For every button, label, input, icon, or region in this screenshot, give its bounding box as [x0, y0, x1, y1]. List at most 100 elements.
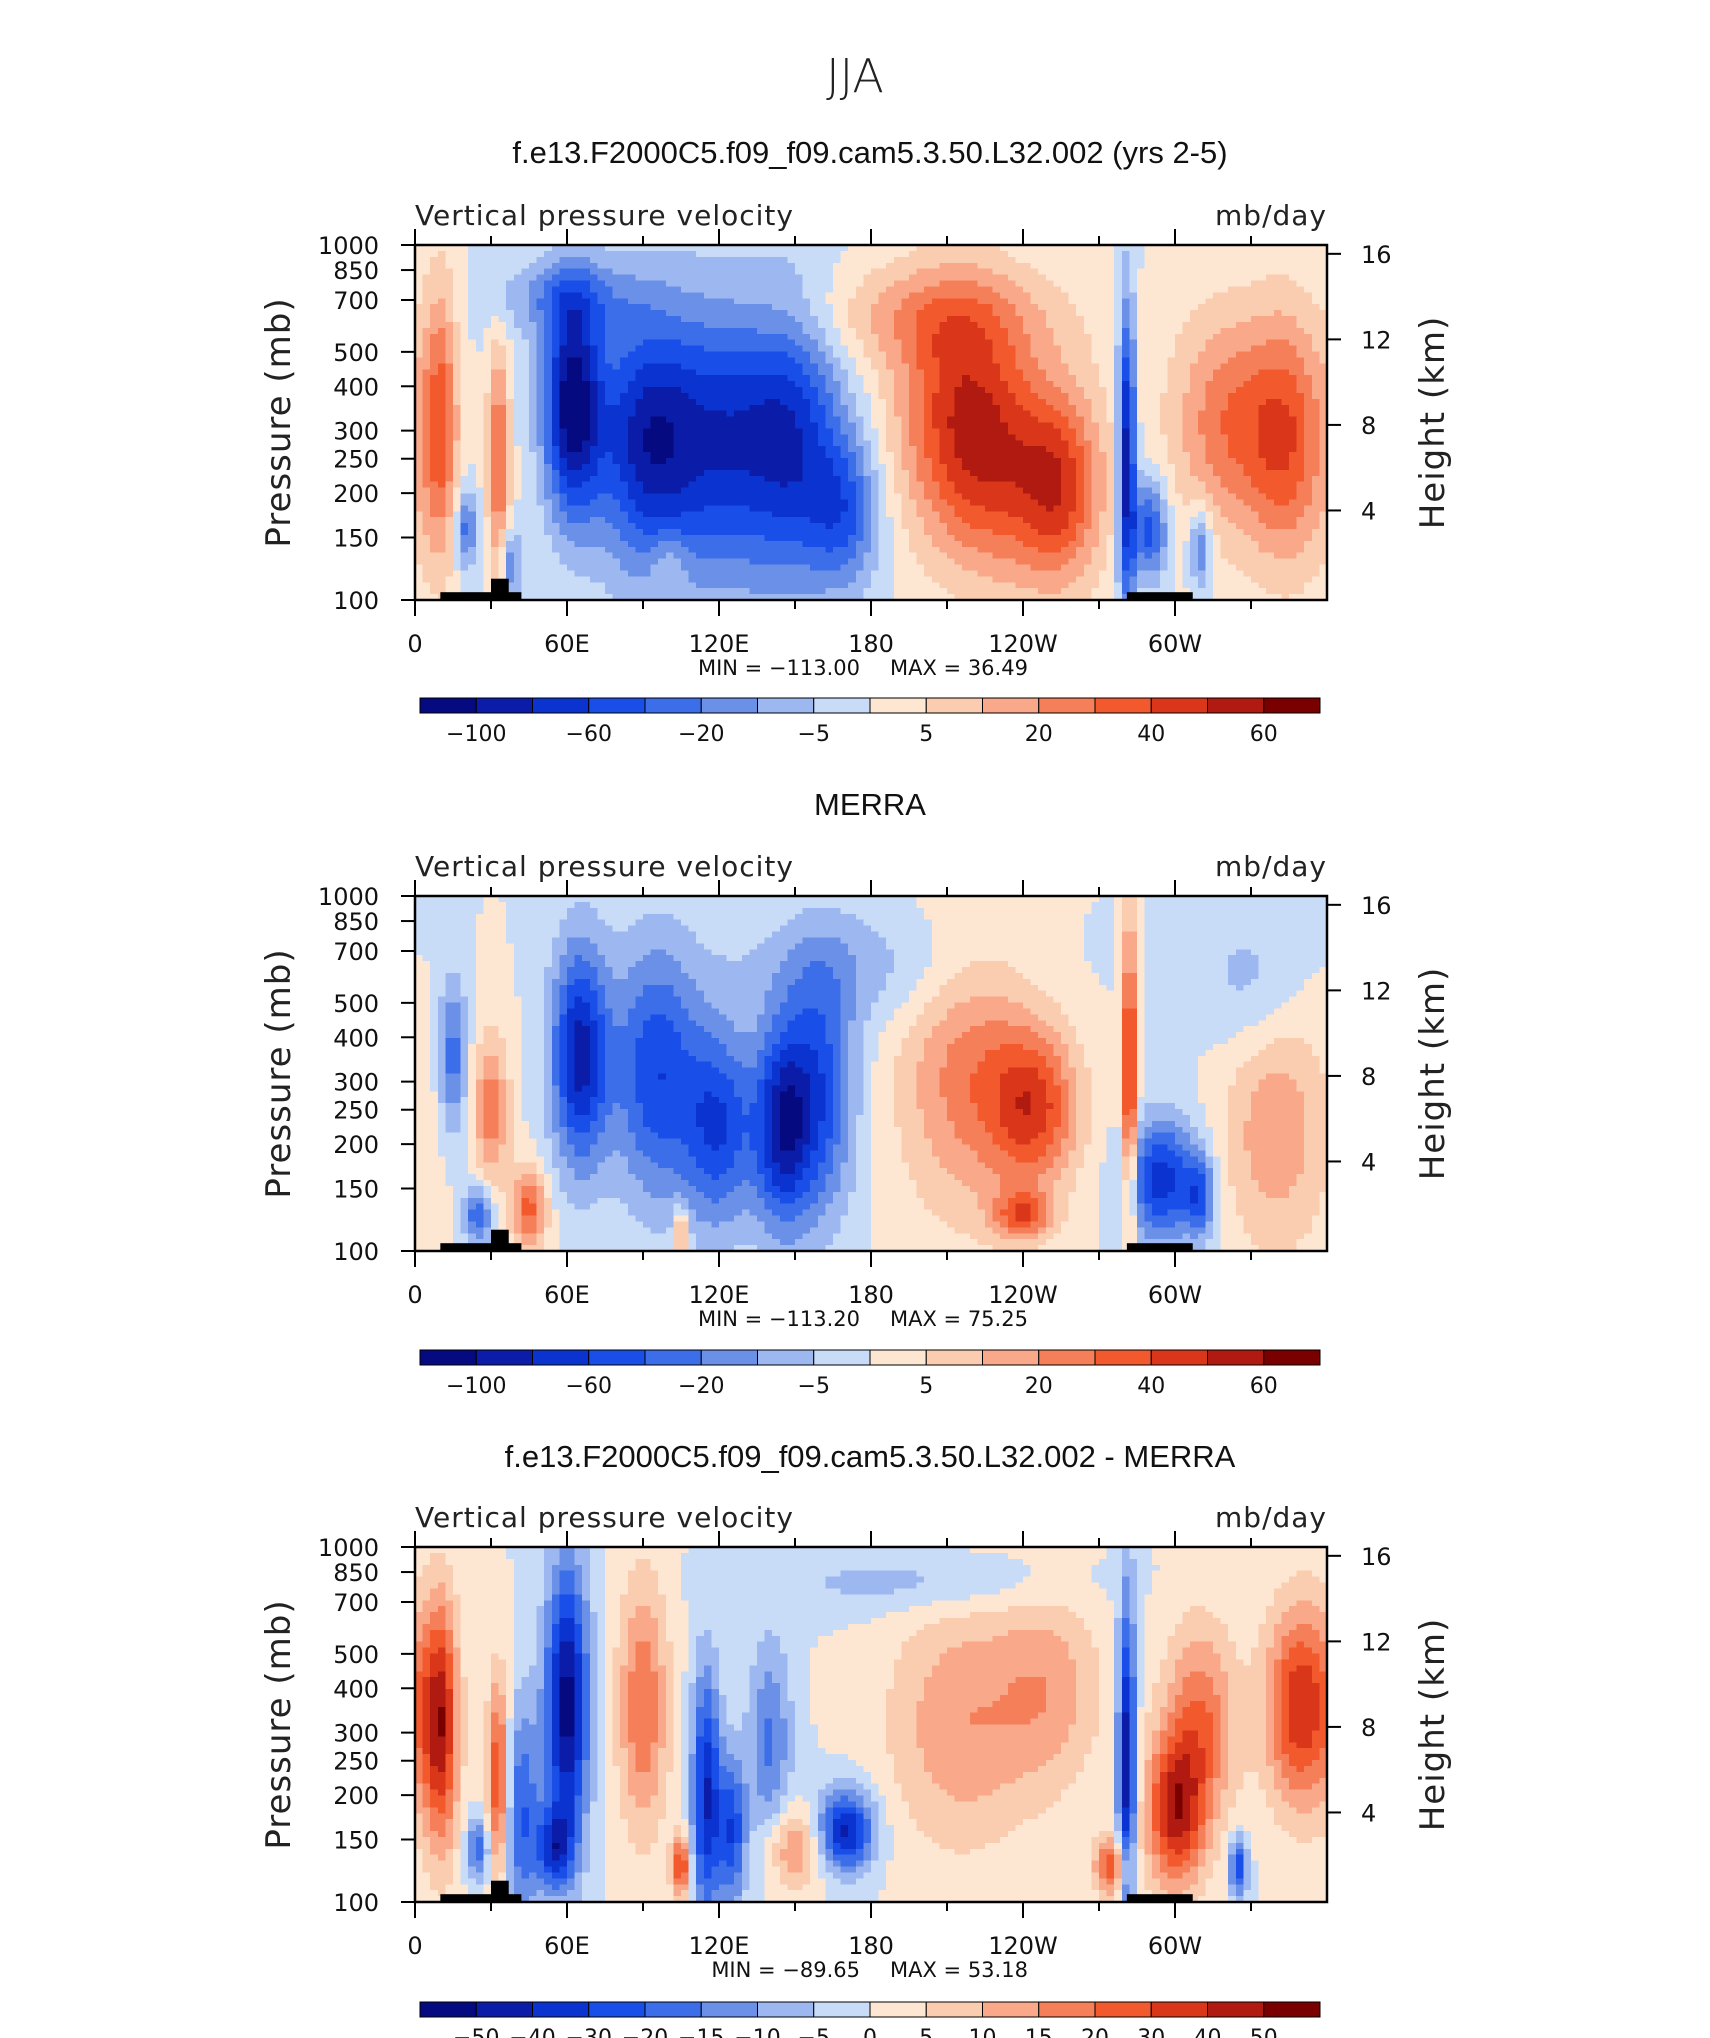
heatmap-cell — [840, 321, 849, 329]
heatmap-cell — [1106, 274, 1115, 282]
heatmap-cell — [817, 440, 826, 447]
heatmap-cell — [1007, 333, 1016, 341]
heatmap-cell — [954, 422, 963, 430]
heatmap-cell — [916, 446, 925, 453]
heatmap-cell — [1319, 327, 1328, 335]
heatmap-cell — [582, 375, 591, 382]
heatmap-cell — [1243, 304, 1252, 311]
heatmap-cell — [703, 333, 712, 341]
heatmap-cell — [947, 304, 956, 311]
heatmap-cell — [795, 333, 804, 341]
heatmap-cell — [741, 416, 750, 424]
heatmap-cell — [1007, 381, 1016, 388]
heatmap-cell — [992, 310, 1001, 317]
heatmap-cell — [681, 351, 690, 359]
heatmap-cell — [1137, 280, 1146, 288]
heatmap-cell — [483, 369, 492, 376]
heatmap-cell — [688, 298, 697, 305]
heatmap-cell — [437, 416, 446, 424]
heatmap-cell — [1023, 304, 1032, 311]
heatmap-cell — [483, 256, 492, 264]
heatmap-cell — [871, 327, 880, 335]
heatmap-cell — [1190, 274, 1199, 282]
heatmap-cell — [1220, 387, 1229, 394]
heatmap-cell — [1000, 357, 1009, 364]
heatmap-cell — [559, 463, 568, 471]
heatmap-cell — [1083, 286, 1092, 293]
heatmap-cell — [551, 286, 560, 293]
heatmap-cell — [1129, 458, 1138, 465]
heatmap-cell — [1121, 256, 1130, 264]
heatmap-cell — [491, 463, 500, 471]
heatmap-cell — [658, 446, 667, 453]
heatmap-cell — [536, 434, 545, 441]
heatmap-cell — [977, 481, 986, 489]
heatmap-cell — [1030, 446, 1039, 453]
heatmap-cell — [673, 481, 682, 489]
heatmap-cell — [1281, 316, 1290, 323]
heatmap-cell — [1152, 452, 1161, 459]
heatmap-cell — [665, 298, 674, 305]
heatmap-cell — [1251, 327, 1260, 335]
heatmap-cell — [1266, 333, 1275, 341]
heatmap-cell — [445, 381, 454, 388]
heatmap-cell — [802, 280, 811, 288]
heatmap-cell — [559, 487, 568, 495]
heatmap-cell — [726, 434, 735, 441]
heatmap-cell — [483, 262, 492, 270]
heatmap-cell — [969, 310, 978, 317]
heatmap-cell — [468, 262, 477, 270]
heatmap-cell — [802, 410, 811, 418]
heatmap-cell — [924, 286, 933, 293]
heatmap-cell — [992, 434, 1001, 441]
heatmap-cell — [764, 469, 773, 477]
heatmap-cell — [795, 357, 804, 364]
heatmap-cell — [1152, 481, 1161, 489]
heatmap-cell — [1030, 316, 1039, 323]
heatmap-cell — [627, 245, 636, 252]
heatmap-cell — [749, 469, 758, 477]
heatmap-cell — [1023, 292, 1032, 299]
heatmap-cell — [1311, 375, 1320, 382]
heatmap-cell — [1182, 375, 1191, 382]
heatmap-cell — [893, 434, 902, 441]
heatmap-cell — [1296, 310, 1305, 317]
heatmap-cell — [764, 286, 773, 293]
heatmap-cell — [772, 245, 781, 252]
heatmap-cell — [551, 351, 560, 359]
heatmap-cell — [1182, 416, 1191, 424]
heatmap-cell — [711, 351, 720, 359]
heatmap-cell — [962, 440, 971, 447]
heatmap-cell — [1000, 316, 1009, 323]
heatmap-cell — [643, 363, 652, 370]
heatmap-cell — [962, 327, 971, 335]
heatmap-cell — [498, 375, 507, 382]
heatmap-cell — [1099, 475, 1108, 483]
heatmap-cell — [749, 422, 758, 430]
heatmap-cell — [460, 286, 469, 293]
heatmap-cell — [1311, 463, 1320, 471]
heatmap-cell — [969, 410, 978, 418]
heatmap-cell — [1144, 434, 1153, 441]
heatmap-cell — [1213, 381, 1222, 388]
heatmap-cell — [597, 256, 606, 264]
heatmap-cell — [726, 481, 735, 489]
heatmap-cell — [513, 428, 522, 435]
heatmap-cell — [810, 351, 819, 359]
heatmap-cell — [871, 434, 880, 441]
heatmap-cell — [901, 434, 910, 441]
heatmap-cell — [1030, 274, 1039, 282]
heatmap-cell — [650, 274, 659, 282]
heatmap-cell — [1045, 357, 1054, 364]
heatmap-cell — [992, 250, 1001, 258]
heatmap-cell — [1045, 446, 1054, 453]
heatmap-cell — [787, 310, 796, 317]
heatmap-cell — [1030, 398, 1039, 406]
heatmap-cell — [726, 327, 735, 335]
heatmap-cell — [855, 274, 864, 282]
heatmap-cell — [582, 381, 591, 388]
heatmap-cell — [863, 262, 872, 270]
heatmap-cell — [985, 286, 994, 293]
heatmap-cell — [544, 446, 553, 453]
heatmap-cell — [969, 404, 978, 412]
